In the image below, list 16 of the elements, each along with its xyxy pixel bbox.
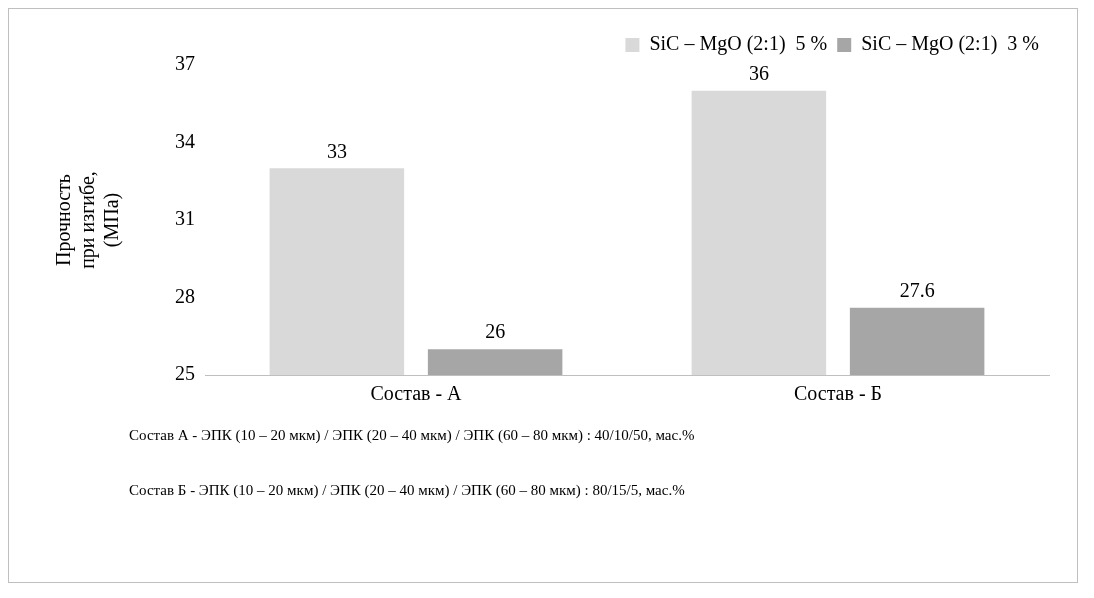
data-label: 33 bbox=[326, 139, 347, 162]
data-label: 36 bbox=[748, 62, 769, 85]
y-tick-label: 28 bbox=[175, 284, 195, 307]
x-tick-label: Состав - Б bbox=[793, 382, 883, 405]
legend-label: SiC – MgO (2:1) 3 % bbox=[861, 32, 1040, 56]
text: Состав А - ЭПК (10 – 20 мкм) / ЭПК (20 – 40 мкм) / ЭПК (60 – 80 мкм) : 40/10/50, мас.% bbox=[129, 427, 696, 444]
x-tick-label: Состав - А bbox=[370, 382, 463, 405]
y-tick-label: 25 bbox=[175, 362, 195, 385]
legend-label: SiC – MgO (2:1) 5 % bbox=[649, 32, 828, 56]
data-label: 27.6 bbox=[899, 279, 935, 302]
data-label: 26 bbox=[485, 320, 506, 343]
y-axis-title: Прочность при изгибе, (МПа) bbox=[52, 171, 124, 269]
y-tick-label: 37 bbox=[175, 52, 195, 75]
y-tick-label: 31 bbox=[175, 207, 195, 230]
text: Состав Б - ЭПК (10 – 20 мкм) / ЭПК (20 – 40 мкм) / ЭПК (60 – 80 мкм) : 80/15/5, мас.% bbox=[129, 482, 686, 499]
y-tick-label: 34 bbox=[175, 129, 195, 152]
